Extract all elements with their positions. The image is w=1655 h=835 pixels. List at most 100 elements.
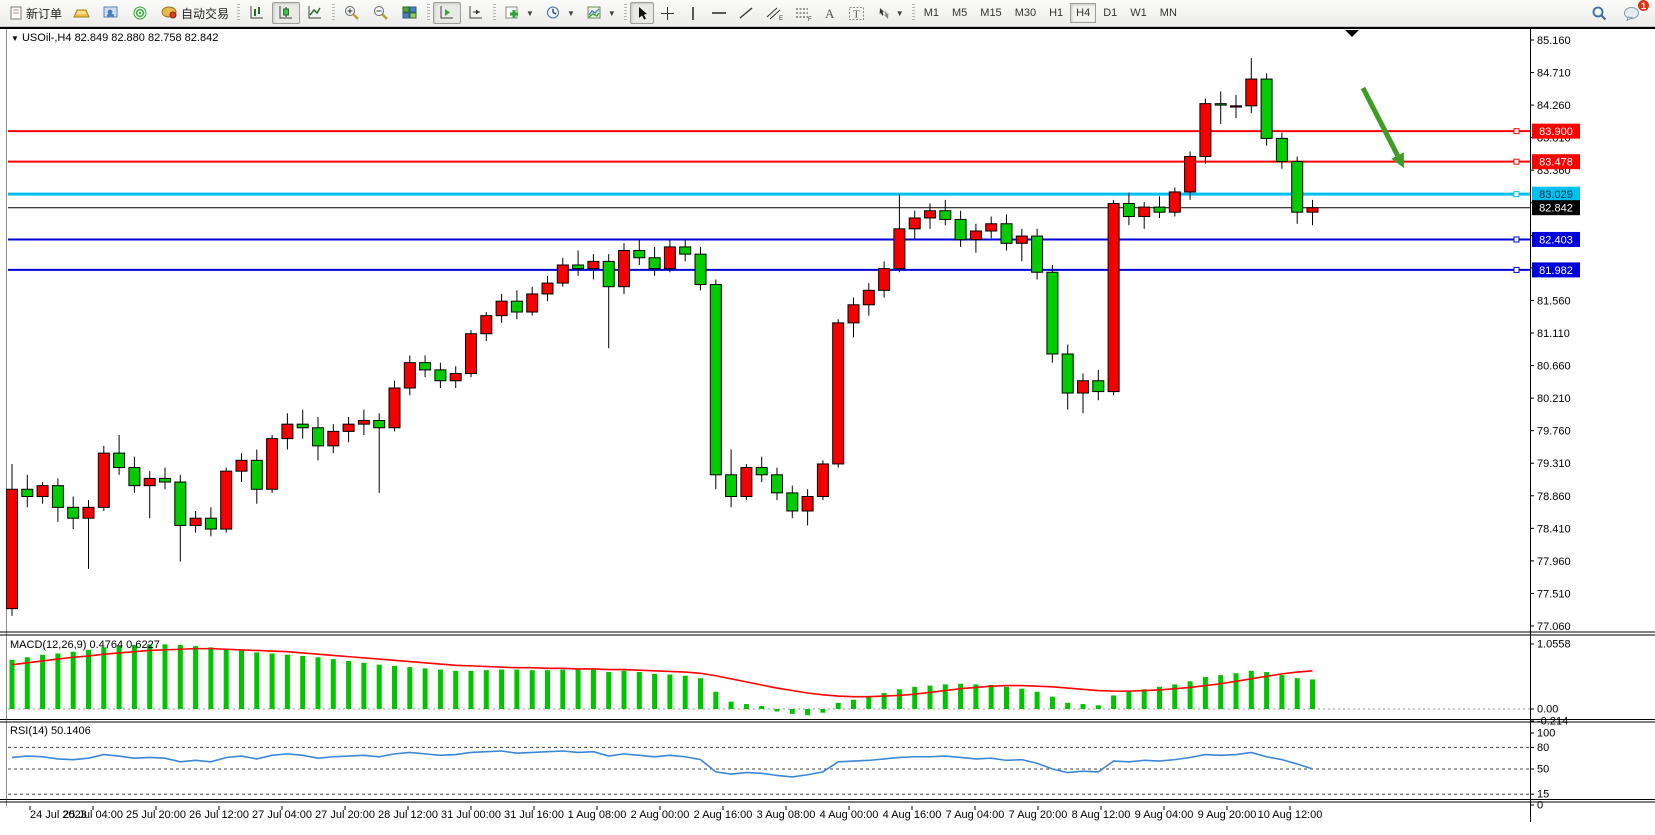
bull-candle [663, 246, 676, 270]
timeframe-m15-button[interactable]: M15 [974, 3, 1007, 23]
navigator-icon [133, 6, 147, 20]
chart-shift-button[interactable] [462, 2, 490, 24]
toolbar-drag-handle [493, 4, 497, 22]
time-tick-label: 4 Aug 16:00 [883, 809, 942, 821]
timeframe-label: MN [1159, 7, 1177, 19]
bull-candle [480, 315, 493, 335]
market-watch-button[interactable] [97, 2, 125, 24]
price-badge [1532, 123, 1580, 139]
bull-candle [985, 223, 998, 232]
bull-candle [235, 459, 248, 472]
timeframe-m1-button[interactable]: M1 [918, 3, 945, 23]
macd-panel[interactable]: 1.0558 0.00-0.214 [8, 638, 1571, 728]
zoom-in-icon [345, 6, 359, 20]
time-tick-label: 27 Jul 20:00 [315, 809, 375, 821]
chart-title: ▼ USOil-,H4 82.849 82.880 82.758 82.842 [11, 32, 218, 44]
candle-chart-button[interactable] [272, 2, 301, 24]
bull-candle [449, 373, 462, 382]
templates-button[interactable]: ▼ [581, 2, 621, 24]
charts-button[interactable] [68, 2, 96, 24]
autotrade-button[interactable]: 自动交易 [155, 2, 234, 24]
bull-candle [220, 470, 233, 530]
bear-candle [786, 492, 799, 512]
bull-candle [327, 430, 340, 447]
new-order-icon [10, 6, 22, 20]
bull-candle [357, 420, 370, 425]
search-button[interactable] [1586, 2, 1612, 24]
zoom-out-icon [374, 6, 388, 20]
candles[interactable] [6, 58, 1319, 616]
trendline-tool-button[interactable] [733, 2, 759, 24]
line-chart-button[interactable] [301, 2, 329, 24]
rsi-panel[interactable]: 100 80 50 150 [8, 728, 1555, 812]
rsi-scale-label: 0 [1537, 800, 1543, 812]
time-tick-label: 8 Aug 12:00 [1072, 809, 1131, 821]
chart-collapse-icon[interactable]: ▼ [11, 34, 19, 43]
timeframe-label: W1 [1130, 7, 1147, 19]
bull-candle [541, 282, 554, 295]
arrows-tool-button[interactable]: ▼ [871, 2, 909, 24]
timeframe-d1-button[interactable]: D1 [1097, 3, 1123, 23]
auto-scroll-button[interactable] [433, 2, 462, 24]
price-axis-scale[interactable] [1531, 29, 1655, 804]
text-label-tool-button[interactable]: T [843, 2, 870, 24]
notifications-button[interactable]: 1 [1618, 0, 1650, 24]
time-tick-label: 7 Aug 04:00 [946, 809, 1005, 821]
time-tick-label: 10 Aug 12:00 [1258, 809, 1323, 821]
chevron-down-icon: ▼ [526, 8, 534, 18]
bear-candle [771, 474, 783, 494]
bear-candle [51, 485, 64, 508]
timeframe-m5-button[interactable]: M5 [946, 3, 973, 23]
crosshair-tool-button[interactable] [655, 2, 680, 24]
bull-candle [878, 268, 891, 291]
bull-candle [969, 230, 982, 241]
timeframe-h1-button[interactable]: H1 [1043, 3, 1069, 23]
timeframe-m30-button[interactable]: M30 [1009, 3, 1042, 23]
navigator-button[interactable] [126, 2, 154, 24]
zoom-out-button[interactable] [367, 2, 395, 24]
bear-candle [709, 284, 722, 476]
cursor-tool-button[interactable] [629, 2, 654, 24]
bull-candle [908, 217, 921, 230]
chevron-down-icon: ▼ [566, 8, 575, 18]
timeframe-mn-button[interactable]: MN [1154, 3, 1183, 23]
time-tick-label: 24 Jul 2023 [30, 809, 87, 821]
indicators-button[interactable]: ▼ [499, 2, 539, 24]
horizontal-line-icon [711, 12, 726, 14]
tile-windows-button[interactable] [396, 2, 424, 24]
bull-candle [342, 423, 355, 432]
bull-candle [832, 322, 845, 465]
chat-icon [1624, 6, 1639, 21]
zoom-in-button[interactable] [338, 2, 366, 24]
crosshair-icon [660, 6, 674, 20]
timeframe-w1-button[interactable]: W1 [1124, 3, 1153, 23]
macd-signal-line [11, 647, 1313, 698]
periods-button[interactable]: ▼ [540, 2, 580, 24]
chart-shift-marker[interactable] [1345, 30, 1359, 37]
panel-separators[interactable] [0, 631, 1655, 803]
bull-candle [1077, 380, 1089, 394]
bull-candle [740, 467, 753, 498]
svg-text:A: A [825, 6, 835, 20]
annotations[interactable] [1345, 30, 1404, 168]
bar-chart-button[interactable] [243, 2, 271, 24]
chart-ohlc-quotes: 82.849 82.880 82.758 82.842 [74, 32, 219, 44]
text-tool-button[interactable]: A [818, 2, 842, 24]
timeframe-label: D1 [1103, 7, 1118, 19]
horizontal-line-tool-button[interactable] [706, 2, 732, 24]
vertical-line-tool-button[interactable] [681, 2, 705, 24]
fibonacci-tool-button[interactable]: F [789, 2, 817, 24]
market-watch-icon [103, 6, 118, 18]
time-axis-scale[interactable] [0, 806, 1530, 824]
timeframe-h4-button[interactable]: H4 [1070, 3, 1097, 23]
bull-candle [388, 387, 401, 429]
new-order-button[interactable]: 新订单 [4, 2, 67, 24]
periods-icon [546, 6, 559, 19]
timeframe-label: M5 [952, 7, 968, 19]
channel-tool-button[interactable]: E [760, 2, 788, 24]
trendline-icon [739, 7, 753, 19]
bull-candle [266, 438, 279, 490]
bear-candle [1275, 137, 1288, 163]
bull-candle [143, 477, 156, 487]
